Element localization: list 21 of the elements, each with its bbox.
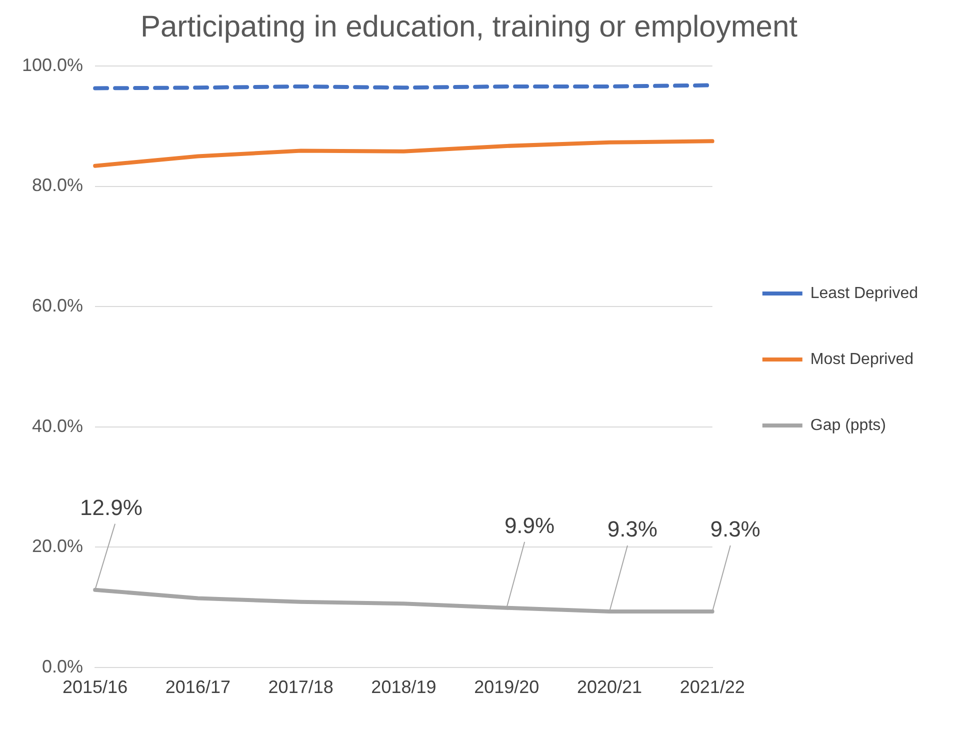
x-tick-label: 2018/19: [371, 677, 436, 698]
x-tick-label: 2017/18: [268, 677, 334, 698]
y-tick-label: 60.0%: [32, 296, 84, 316]
data-label: 9.9%: [504, 512, 555, 538]
legend-label: Gap (ppts): [810, 416, 886, 434]
y-tick-label: 20.0%: [32, 536, 84, 556]
y-tick-label: 0.0%: [42, 656, 84, 676]
data-label: 9.3%: [607, 516, 658, 542]
x-tick-label: 2020/21: [576, 677, 642, 698]
x-tick-label: 2016/17: [165, 677, 230, 698]
legend-label: Least Deprived: [810, 284, 918, 302]
x-tick-label: 2021/22: [680, 677, 745, 698]
x-tick-label: 2019/20: [474, 677, 540, 698]
legend-label: Most Deprived: [810, 350, 914, 368]
y-tick-label: 40.0%: [32, 416, 84, 436]
y-tick-label: 100.0%: [22, 54, 84, 75]
data-label: 12.9%: [80, 494, 142, 520]
x-tick-label: 2015/16: [62, 677, 128, 698]
chart-title: Participating in education, training or employment: [140, 10, 798, 44]
y-tick-label: 80.0%: [32, 175, 84, 196]
data-label: 9.3%: [710, 516, 760, 542]
